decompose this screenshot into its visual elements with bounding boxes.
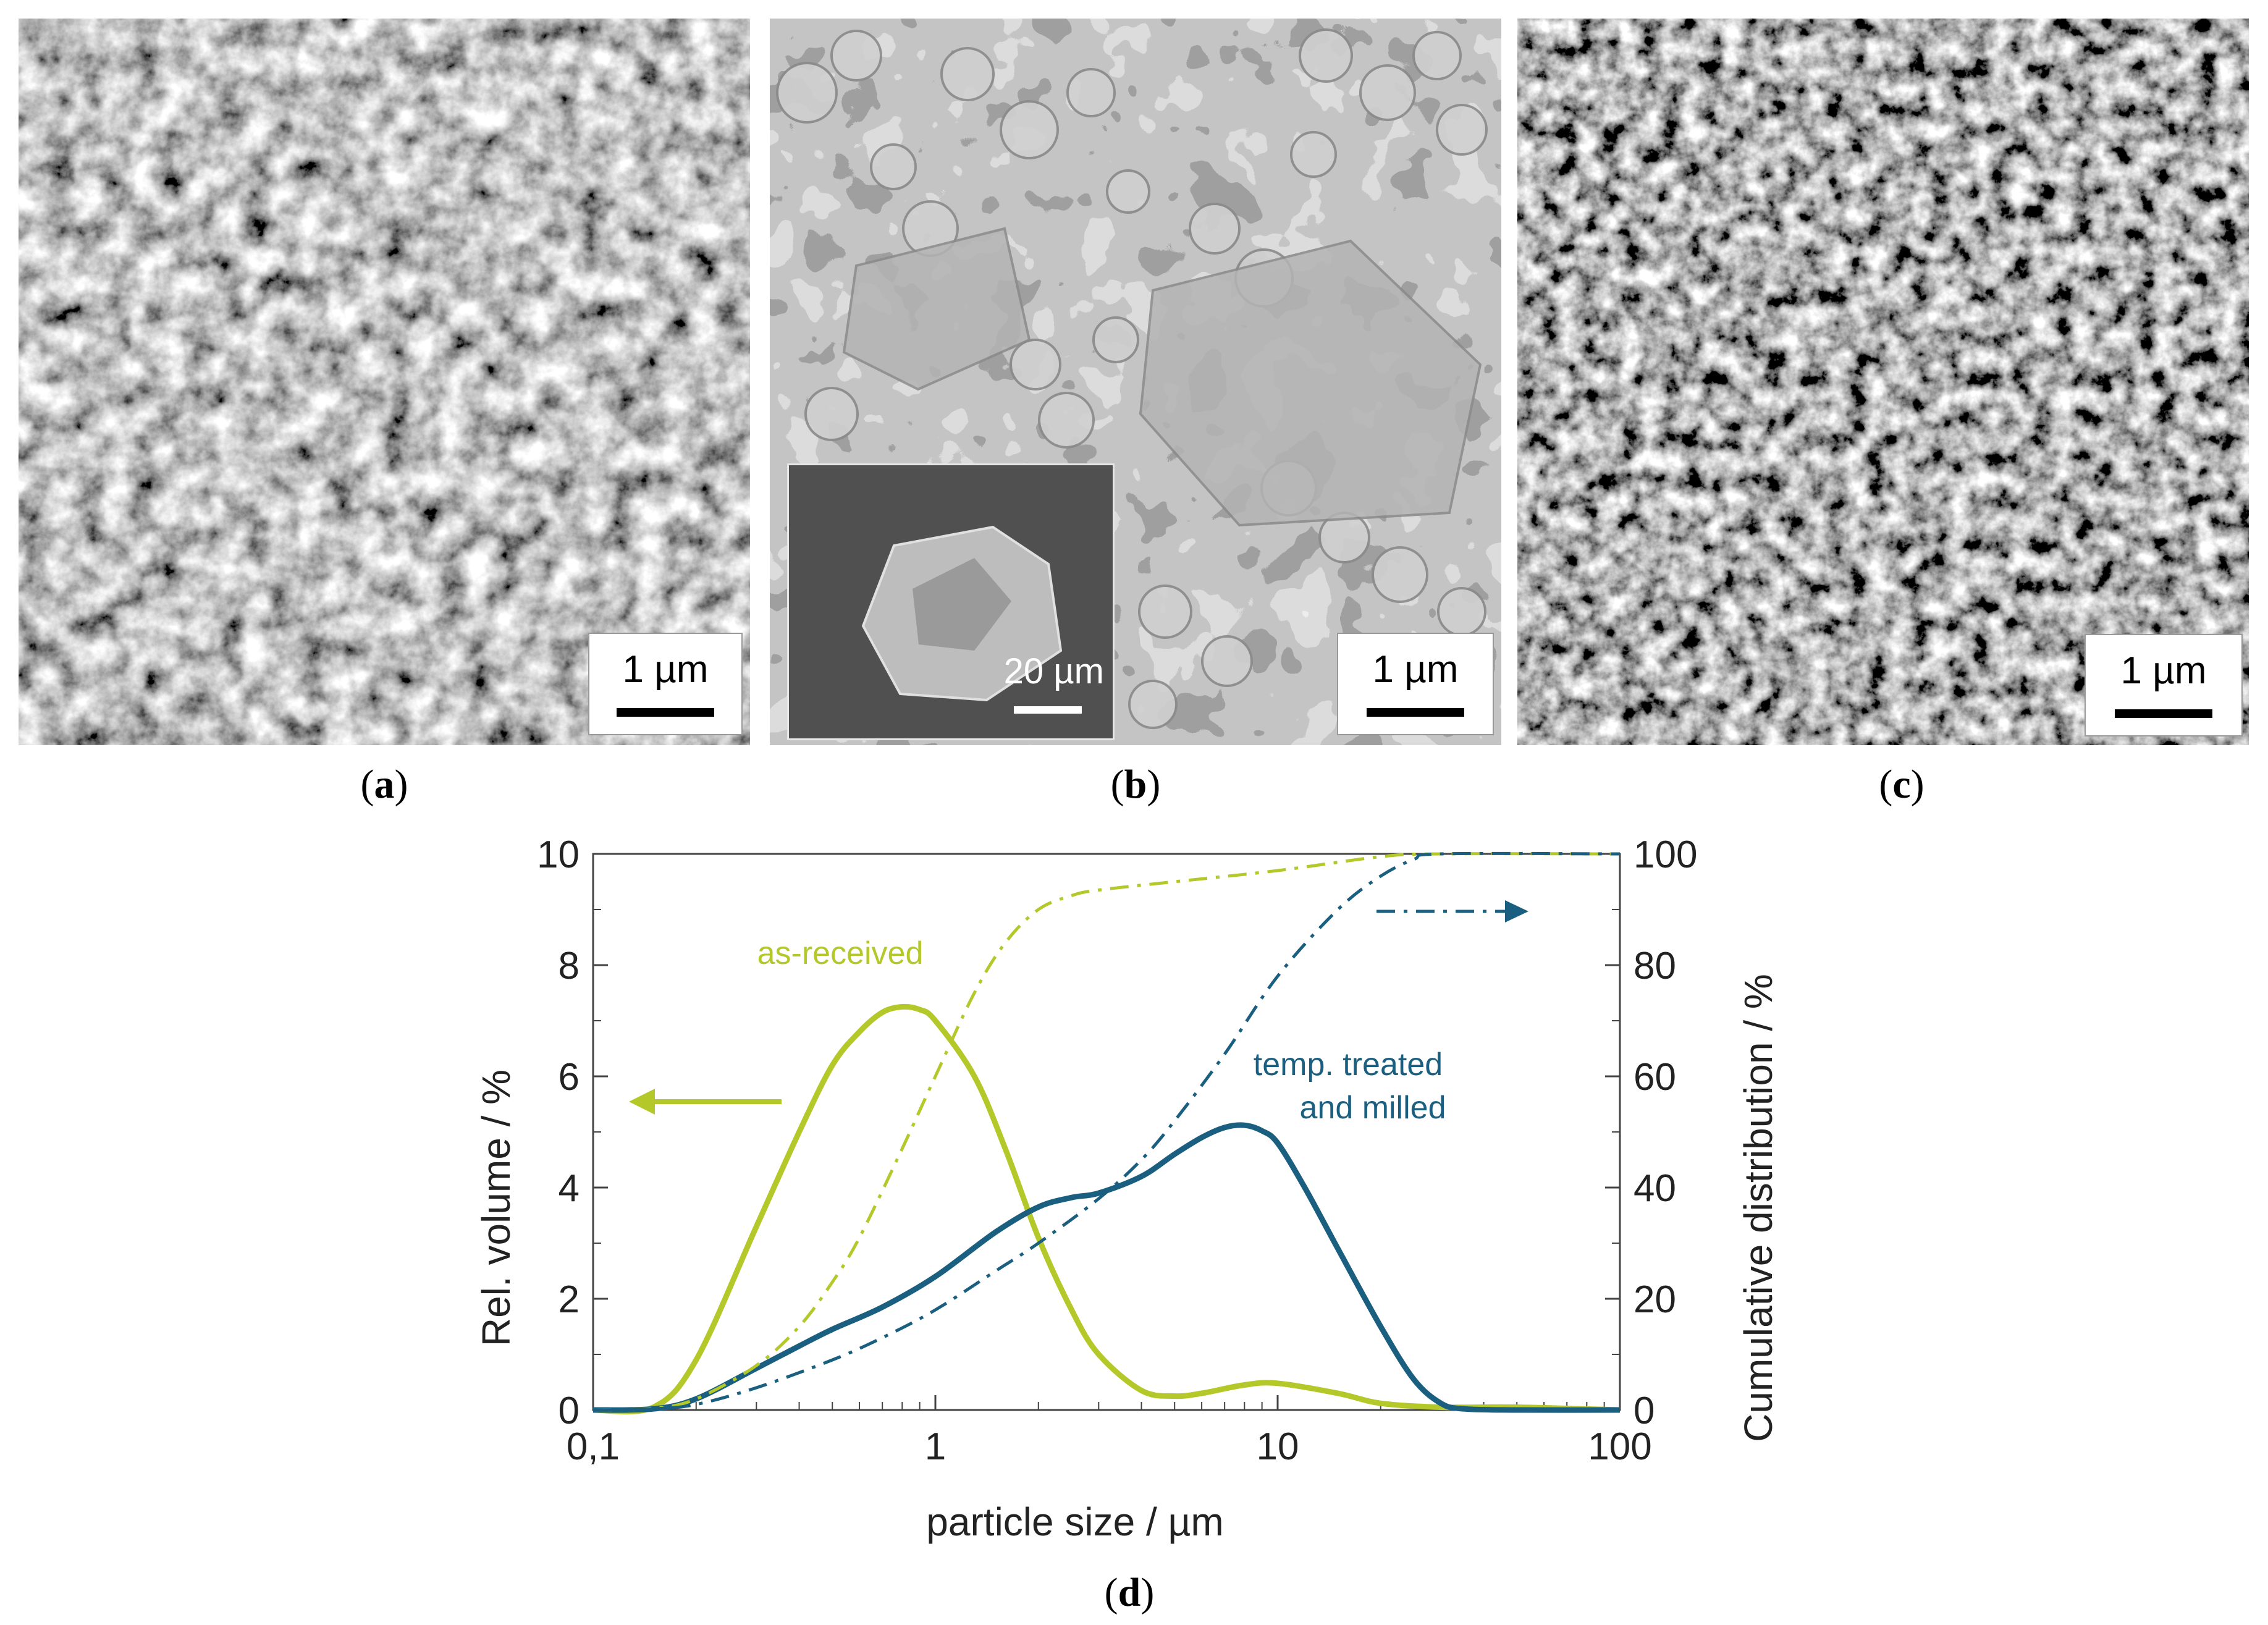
- caption-c: (c): [1879, 762, 1924, 807]
- y-axis-left-label: Rel. volume / %: [474, 1070, 518, 1346]
- x-axis-label: particle size / µm: [926, 1500, 1223, 1544]
- x-tick-label: 0,1: [567, 1425, 620, 1468]
- y-axis-right-label: Cumulative distribution / %: [1736, 974, 1781, 1442]
- x-tick-label: 10: [1257, 1425, 1299, 1468]
- sem-texture-a: [19, 19, 750, 745]
- y-left-tick-label: 10: [537, 834, 580, 876]
- scale-bar-box-c: 1 µm: [2085, 634, 2243, 737]
- series-line-2: [592, 1122, 1621, 1413]
- annotation-as-received: as-received: [757, 935, 924, 971]
- right-axis-arrowhead: [1505, 900, 1528, 922]
- x-tick-label: 1: [925, 1425, 946, 1468]
- y-right-tick-label: 20: [1634, 1278, 1676, 1321]
- caption-a: (a): [360, 762, 408, 807]
- scale-label-b: 1 µm: [1372, 648, 1459, 691]
- y-right-tick-label: 60: [1634, 1056, 1676, 1099]
- caption-b: (b): [1110, 762, 1161, 807]
- scale-bar-box-a: 1 µm: [588, 633, 743, 735]
- y-left-tick-label: 4: [559, 1167, 580, 1210]
- sem-image-a: 1 µm: [19, 19, 750, 745]
- left-axis-arrowhead: [629, 1089, 655, 1115]
- scale-bar-b: [1367, 708, 1464, 717]
- y-right-tick-label: 40: [1634, 1167, 1676, 1210]
- scale-bar-box-b: 1 µm: [1337, 633, 1494, 735]
- particle-size-chart: Rel. volume / % Cumulative distribution …: [474, 834, 1781, 1544]
- series-line-4: [592, 851, 1621, 1412]
- scale-bar-c: [2115, 709, 2212, 718]
- sem-inset-b: 20 µm: [787, 463, 1115, 740]
- y-right-tick-label: 0: [1634, 1390, 1655, 1432]
- y-left-tick-label: 2: [559, 1278, 580, 1321]
- y-right-tick-label: 80: [1634, 945, 1676, 987]
- series-line-3: [592, 852, 1621, 1412]
- y-left-tick-label: 6: [559, 1056, 580, 1099]
- scale-label-a: 1 µm: [622, 648, 709, 691]
- x-tick-label: 100: [1588, 1425, 1651, 1468]
- inset-scale-label-b: 20 µm: [1003, 651, 1104, 691]
- caption-d: (d): [1104, 1570, 1155, 1615]
- plot-frame: [592, 853, 1621, 1411]
- scale-bar-a: [617, 708, 714, 717]
- annotation-treated-line2: and milled: [1299, 1090, 1446, 1126]
- y-right-tick-label: 100: [1634, 834, 1697, 876]
- y-left-tick-label: 8: [559, 945, 580, 987]
- sem-image-b: 20 µm 1 µm: [770, 19, 1501, 745]
- series-line-1: [592, 1003, 1621, 1415]
- scale-label-c: 1 µm: [2120, 649, 2207, 692]
- annotation-treated-line1: temp. treated: [1254, 1047, 1443, 1083]
- sem-inset-texture-b: [789, 465, 1113, 738]
- y-left-tick-label: 0: [559, 1390, 580, 1432]
- sem-image-c: 1 µm: [1517, 19, 2249, 745]
- inset-scale-bar-b: [1014, 706, 1082, 714]
- sem-texture-c: [1517, 19, 2249, 745]
